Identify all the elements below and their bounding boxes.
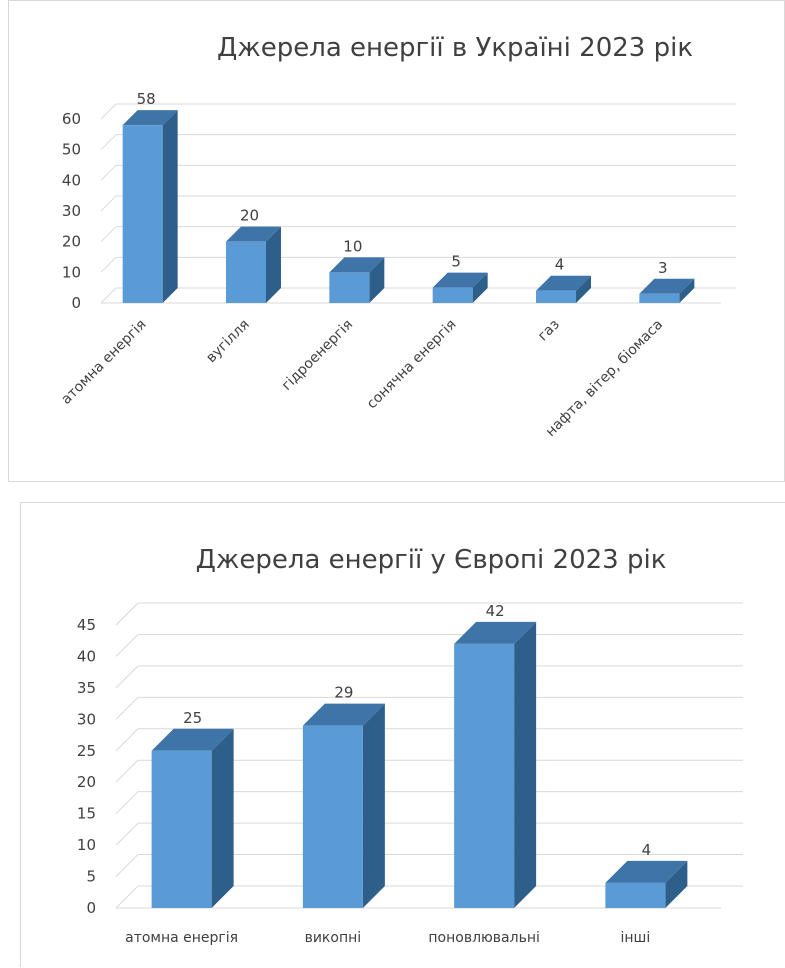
ukraine-bar (226, 241, 266, 303)
europe-bar-top (605, 860, 688, 883)
europe-bar (151, 750, 212, 908)
europe-gridline-side (115, 728, 139, 752)
ukraine-bar-top (432, 272, 488, 288)
ukraine-bar-side (162, 110, 178, 303)
ukraine-y-tick-label: 30 (62, 202, 81, 220)
europe-y-tick-label: 25 (77, 742, 96, 760)
europe-gridline-side (115, 759, 139, 783)
europe-data-label: 4 (642, 841, 652, 859)
ukraine-bar (122, 125, 163, 303)
ukraine-bar-side (472, 272, 488, 303)
europe-category-label: атомна енергія (125, 930, 238, 946)
europe-bar (454, 643, 515, 908)
europe-y-tick-label: 30 (77, 710, 96, 728)
europe-bar (605, 882, 666, 908)
ukraine-y-tick-label: 40 (62, 171, 81, 189)
ukraine-data-label: 20 (240, 207, 259, 225)
ukraine-bar-top (639, 278, 695, 294)
ukraine-data-label: 4 (555, 256, 565, 274)
ukraine-data-label: 58 (137, 90, 156, 108)
ukraine-gridline-side (100, 164, 117, 181)
europe-bar-side (211, 728, 234, 908)
europe-y-tick-label: 20 (77, 773, 96, 791)
ukraine-chart: Джерела енергії в Україні 2023 рік 0 10 20… (58, 33, 736, 440)
ukraine-bar-top (226, 226, 281, 242)
europe-category-label: поновлювальні (428, 930, 540, 946)
europe-gridline-side (115, 696, 139, 720)
ukraine-bar-top (122, 110, 178, 126)
europe-chart: Джерела енергії у Європі 2023 рік 0 5 10 15… (77, 545, 743, 946)
europe-bar-side (665, 860, 688, 908)
ukraine-y-tick-label: 20 (62, 233, 81, 251)
ukraine-gridline-side (100, 256, 117, 273)
europe-y-tick-label: 15 (77, 805, 96, 823)
ukraine-plot-area: 0 10 20 30 40 50 60 58 атомна енергія 20 вугілля 10… (58, 90, 736, 440)
ukraine-bar-top (536, 275, 591, 291)
ukraine-bar (432, 287, 473, 303)
ukraine-category-label: гідроенергія (279, 317, 356, 394)
europe-gridline-side (115, 822, 139, 846)
europe-bar-side (514, 621, 537, 908)
europe-gridline-side (115, 885, 139, 909)
ukraine-data-label: 3 (658, 259, 668, 277)
ukraine-bar-side (266, 226, 281, 303)
europe-bar-top (454, 621, 537, 644)
ukraine-y-tick-label: 10 (62, 263, 81, 281)
europe-y-tick-label: 35 (77, 679, 96, 697)
ukraine-gridline-side (100, 195, 117, 212)
europe-y-tick-label: 5 (86, 868, 96, 886)
ukraine-category-label: вугілля (203, 317, 253, 367)
europe-gridline-side (115, 665, 139, 689)
ukraine-chart-title: Джерела енергії в Україні 2023 рік (217, 33, 693, 63)
ukraine-gridline-side (100, 134, 117, 151)
europe-bar (302, 725, 363, 908)
ukraine-bar-side (576, 275, 591, 303)
europe-gridline-side (115, 634, 139, 657)
ukraine-chart-panel: Джерела енергії в Україні 2023 рік 0 10 20… (8, 0, 785, 482)
ukraine-bar (329, 272, 370, 303)
ukraine-data-label: 10 (343, 237, 362, 255)
ukraine-y-tick-label: 50 (62, 141, 81, 159)
europe-chart-title: Джерела енергії у Європі 2023 рік (196, 545, 667, 575)
ukraine-bar-top (329, 257, 385, 273)
ukraine-category-label: нафта, вітер, біомаса (543, 317, 666, 440)
ukraine-data-label: 5 (451, 253, 461, 271)
europe-y-tick-label: 0 (86, 899, 96, 917)
europe-plot-area: 0 5 10 15 20 25 30 35 40 45 25 атомна енергія 29 вико… (77, 602, 743, 946)
ukraine-category-label: сонячна енергія (364, 317, 460, 413)
europe-data-label: 25 (183, 709, 202, 727)
europe-y-tick-label: 10 (77, 836, 96, 854)
europe-bar-top (151, 728, 234, 751)
ukraine-gridline-side (100, 287, 117, 304)
europe-gridline-side (115, 854, 139, 877)
europe-data-label: 42 (486, 602, 505, 620)
ukraine-bar-side (369, 257, 385, 303)
ukraine-y-tick-label: 60 (62, 110, 81, 128)
europe-category-label: інші (621, 930, 651, 946)
ukraine-category-label: атомна енергія (58, 317, 149, 408)
ukraine-bar-side (679, 278, 695, 303)
europe-chart-panel: Джерела енергії у Європі 2023 рік 0 5 10 15… (20, 502, 785, 967)
europe-category-label: викопні (305, 930, 362, 946)
europe-y-tick-label: 40 (77, 647, 96, 665)
ukraine-y-tick-label: 0 (71, 294, 81, 312)
ukraine-bar (639, 293, 680, 303)
ukraine-category-label: газ (535, 317, 563, 345)
europe-y-tick-label: 45 (77, 616, 96, 634)
europe-gridline-side (115, 791, 139, 815)
europe-bar-top (302, 703, 385, 726)
ukraine-gridline-side (100, 103, 117, 120)
ukraine-gridline-side (100, 226, 117, 243)
europe-data-label: 29 (334, 684, 353, 702)
europe-bar-side (362, 703, 385, 908)
europe-gridline-side (115, 602, 139, 626)
ukraine-bar (536, 290, 576, 303)
